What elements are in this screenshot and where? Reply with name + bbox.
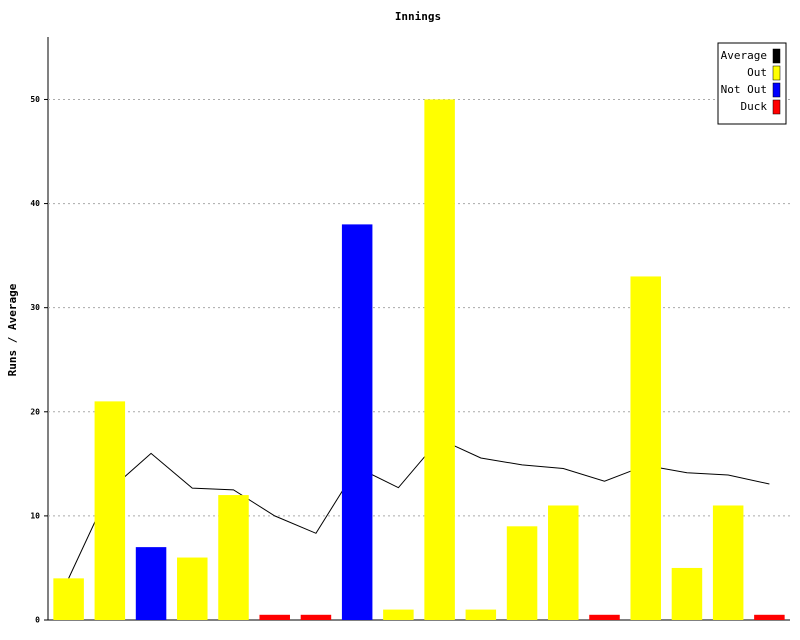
legend-swatch [772, 65, 781, 81]
bar [630, 276, 661, 620]
legend-swatch [772, 99, 781, 115]
bar [424, 99, 455, 620]
bar [341, 224, 373, 620]
y-tick-label: 50 [30, 95, 40, 104]
bar [218, 495, 249, 620]
y-tick-label: 10 [30, 511, 40, 520]
bar [135, 547, 167, 620]
legend-swatch [772, 48, 781, 64]
bar [754, 614, 785, 620]
bar [712, 505, 744, 620]
bar [259, 614, 290, 620]
bar [589, 614, 620, 620]
y-axis-label: Runs / Average [6, 283, 19, 376]
legend-label: Not Out [721, 83, 767, 96]
y-tick-label: 20 [30, 407, 40, 416]
bar [506, 526, 538, 620]
average-line [68, 438, 770, 579]
bar [671, 567, 703, 620]
legend-label: Duck [741, 100, 768, 113]
legend-swatch [772, 82, 781, 98]
y-tick-label: 30 [30, 303, 40, 312]
legend-label: Out [747, 66, 767, 79]
chart-title: Innings [395, 10, 441, 23]
bar [94, 401, 126, 620]
bar [53, 578, 84, 620]
bar [548, 505, 579, 620]
bar [465, 609, 497, 620]
bar [383, 609, 414, 620]
y-tick-label: 40 [30, 199, 40, 208]
y-tick-label: 0 [35, 616, 40, 625]
legend-label: Average [721, 49, 767, 62]
bar [177, 557, 208, 620]
bar [300, 614, 332, 620]
